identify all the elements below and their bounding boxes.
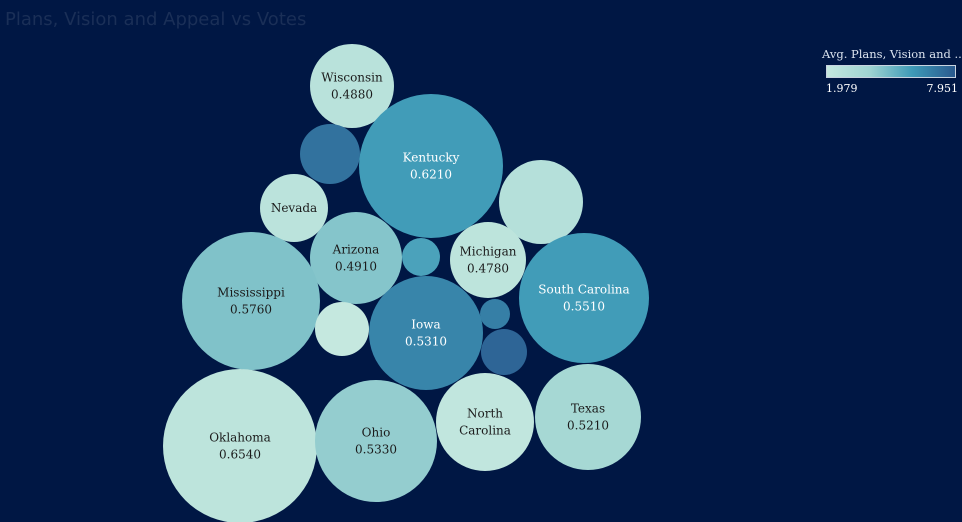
bubble-value: 0.4880 xyxy=(331,88,373,102)
bubble-circle[interactable] xyxy=(300,124,360,184)
bubble-unlabeled-12[interactable] xyxy=(480,299,510,329)
bubble-circle[interactable] xyxy=(480,299,510,329)
bubble-value: 0.5510 xyxy=(563,300,605,314)
chart-title: Plans, Vision and Appeal vs Votes xyxy=(5,9,307,30)
bubble-value: 0.5760 xyxy=(230,303,272,317)
bubble-circle[interactable] xyxy=(535,364,641,470)
legend-min-label: 1.979 xyxy=(826,82,858,95)
bubble-value: 0.4910 xyxy=(335,260,377,274)
bubble-circle[interactable] xyxy=(163,369,317,522)
bubble-label: Iowa xyxy=(411,318,440,332)
bubble-circle[interactable] xyxy=(436,373,534,471)
bubble-label: Carolina xyxy=(459,424,511,438)
bubble-value: 0.6540 xyxy=(219,448,261,462)
legend-title: Avg. Plans, Vision and .. xyxy=(822,47,962,61)
bubble-south-carolina[interactable]: South Carolina 0.5510 xyxy=(519,233,649,363)
bubble-arizona[interactable]: Arizona 0.4910 xyxy=(310,212,402,304)
bubble-circle[interactable] xyxy=(450,222,526,298)
bubble-circle[interactable] xyxy=(310,212,402,304)
bubble-unlabeled-3[interactable] xyxy=(499,160,583,244)
bubble-label: Nevada xyxy=(271,201,317,215)
bubble-label: Texas xyxy=(571,402,605,416)
bubble-value: 0.6210 xyxy=(410,168,452,182)
bubble-label: Arizona xyxy=(332,243,380,257)
bubble-wisconsin[interactable]: Wisconsin 0.4880 xyxy=(310,44,394,128)
bubble-circle[interactable] xyxy=(499,160,583,244)
bubble-ohio[interactable]: Ohio 0.5330 xyxy=(315,380,437,502)
legend-color-ramp xyxy=(826,65,956,78)
bubble-circle[interactable] xyxy=(260,174,328,242)
bubble-circle[interactable] xyxy=(519,233,649,363)
bubble-label: Kentucky xyxy=(403,151,460,165)
bubble-unlabeled-1[interactable] xyxy=(300,124,360,184)
bubble-label: Wisconsin xyxy=(321,71,383,85)
bubble-kentucky[interactable]: Kentucky 0.6210 xyxy=(359,94,503,238)
bubble-value: 0.5310 xyxy=(405,335,447,349)
bubble-iowa[interactable]: Iowa 0.5310 xyxy=(369,276,483,390)
bubble-label: Michigan xyxy=(460,245,517,259)
bubble-value: 0.5330 xyxy=(355,443,397,457)
bubble-oklahoma[interactable]: Oklahoma 0.6540 xyxy=(163,369,317,522)
bubble-circle[interactable] xyxy=(402,238,440,276)
color-legend: Avg. Plans, Vision and .. 1.979 7.951 xyxy=(822,47,962,95)
bubble-unlabeled-6[interactable] xyxy=(402,238,440,276)
bubble-label: South Carolina xyxy=(538,283,629,297)
legend-max-label: 7.951 xyxy=(926,82,959,95)
bubble-mississippi[interactable]: Mississippi 0.5760 xyxy=(182,232,320,370)
bubble-circle[interactable] xyxy=(315,380,437,502)
bubble-texas[interactable]: Texas 0.5210 xyxy=(535,364,641,470)
bubble-value: 0.4780 xyxy=(467,262,509,276)
legend-labels: 1.979 7.951 xyxy=(826,82,958,95)
bubble-north-carolina[interactable]: North Carolina xyxy=(436,373,534,471)
bubble-label: Ohio xyxy=(362,426,391,440)
bubble-circle[interactable] xyxy=(481,329,527,375)
bubble-unlabeled-10[interactable] xyxy=(315,302,369,356)
bubble-michigan[interactable]: Michigan 0.4780 xyxy=(450,222,526,298)
bubble-circle[interactable] xyxy=(310,44,394,128)
bubble-label: Oklahoma xyxy=(209,431,271,445)
bubble-circle[interactable] xyxy=(369,276,483,390)
bubble-label: Mississippi xyxy=(217,286,285,300)
bubble-unlabeled-13[interactable] xyxy=(481,329,527,375)
bubble-value: 0.5210 xyxy=(567,419,609,433)
bubble-label: North xyxy=(467,407,503,421)
bubble-nevada[interactable]: Nevada xyxy=(260,174,328,242)
bubble-circle[interactable] xyxy=(315,302,369,356)
bubble-circle[interactable] xyxy=(182,232,320,370)
bubble-circle[interactable] xyxy=(359,94,503,238)
